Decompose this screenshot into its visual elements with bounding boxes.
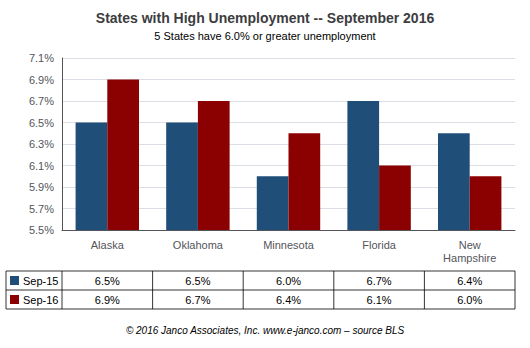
- svg-text:5.5%: 5.5%: [29, 224, 54, 236]
- svg-text:6.1%: 6.1%: [29, 160, 54, 172]
- svg-text:6.1%: 6.1%: [367, 294, 392, 306]
- svg-text:6.7%: 6.7%: [29, 95, 54, 107]
- svg-text:6.0%: 6.0%: [276, 275, 301, 287]
- svg-text:7.1%: 7.1%: [29, 52, 54, 64]
- svg-text:6.7%: 6.7%: [367, 275, 392, 287]
- svg-text:6.0%: 6.0%: [457, 294, 482, 306]
- svg-text:5.7%: 5.7%: [29, 203, 54, 215]
- svg-text:5.9%: 5.9%: [29, 181, 54, 193]
- svg-text:Sep-16: Sep-16: [23, 294, 58, 306]
- svg-text:Hampshire: Hampshire: [443, 252, 496, 264]
- svg-text:Alaska: Alaska: [91, 239, 125, 251]
- svg-text:6.4%: 6.4%: [457, 275, 482, 287]
- svg-text:6.7%: 6.7%: [185, 294, 210, 306]
- svg-text:New: New: [459, 239, 481, 251]
- svg-text:5 States have 6.0% or greater: 5 States have 6.0% or greater unemployme…: [154, 30, 375, 42]
- svg-text:6.5%: 6.5%: [185, 275, 210, 287]
- svg-text:Oklahoma: Oklahoma: [173, 239, 224, 251]
- svg-text:6.3%: 6.3%: [29, 138, 54, 150]
- svg-text:Florida: Florida: [362, 239, 397, 251]
- svg-text:6.9%: 6.9%: [29, 74, 54, 86]
- svg-text:Sep-15: Sep-15: [23, 275, 58, 287]
- svg-text:© 2016 Janco Associates, Inc.: © 2016 Janco Associates, Inc. www.e-janc…: [126, 325, 405, 336]
- svg-text:6.4%: 6.4%: [276, 294, 301, 306]
- svg-text:6.9%: 6.9%: [95, 294, 120, 306]
- svg-text:Minnesota: Minnesota: [263, 239, 315, 251]
- svg-text:States with High Unemployment: States with High Unemployment -- Septemb…: [96, 10, 435, 26]
- svg-text:6.5%: 6.5%: [29, 117, 54, 129]
- svg-text:6.5%: 6.5%: [95, 275, 120, 287]
